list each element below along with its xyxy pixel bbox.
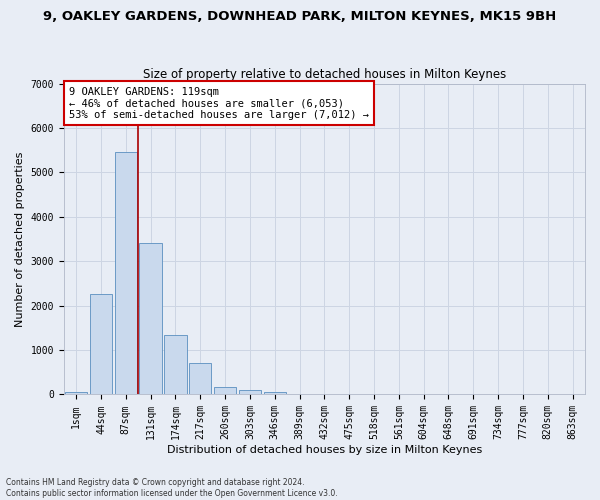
Bar xyxy=(189,364,211,394)
Bar xyxy=(139,244,162,394)
Title: Size of property relative to detached houses in Milton Keynes: Size of property relative to detached ho… xyxy=(143,68,506,81)
X-axis label: Distribution of detached houses by size in Milton Keynes: Distribution of detached houses by size … xyxy=(167,445,482,455)
Text: 9 OAKLEY GARDENS: 119sqm
← 46% of detached houses are smaller (6,053)
53% of sem: 9 OAKLEY GARDENS: 119sqm ← 46% of detach… xyxy=(69,86,369,120)
Bar xyxy=(115,152,137,394)
Bar xyxy=(214,386,236,394)
Text: 9, OAKLEY GARDENS, DOWNHEAD PARK, MILTON KEYNES, MK15 9BH: 9, OAKLEY GARDENS, DOWNHEAD PARK, MILTON… xyxy=(43,10,557,23)
Bar xyxy=(90,294,112,394)
Text: Contains HM Land Registry data © Crown copyright and database right 2024.
Contai: Contains HM Land Registry data © Crown c… xyxy=(6,478,338,498)
Bar xyxy=(164,334,187,394)
Y-axis label: Number of detached properties: Number of detached properties xyxy=(15,152,25,326)
Bar xyxy=(65,392,88,394)
Bar xyxy=(239,390,261,394)
Bar xyxy=(263,392,286,394)
